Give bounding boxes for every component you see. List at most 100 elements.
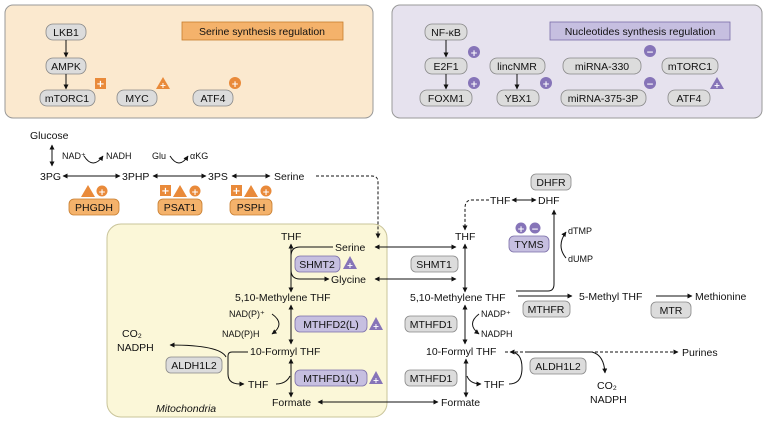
svg-text:+: + bbox=[373, 322, 380, 331]
marker-triangle-psph bbox=[244, 185, 258, 197]
svg-text:+: + bbox=[161, 186, 169, 197]
node-mtorc1-nucleotide: mTORC1 bbox=[668, 61, 712, 73]
enzyme-mtr: MTR bbox=[660, 305, 683, 317]
svg-text:+: + bbox=[714, 81, 721, 90]
svg-text:+: + bbox=[232, 186, 240, 197]
marker-triangle-shmt2 bbox=[343, 256, 357, 269]
metabolite-thf-mito-top: THF bbox=[281, 231, 301, 243]
marker-circle-phgdh bbox=[96, 185, 108, 197]
node-mirna-330: miRNA-330 bbox=[575, 61, 629, 73]
enzyme-tyms: TYMS bbox=[514, 239, 543, 251]
svg-text:+: + bbox=[470, 49, 478, 59]
metabolite-glycine: Glycine bbox=[331, 274, 366, 286]
node-lkb1: LKB1 bbox=[53, 27, 79, 39]
nucleotide-panel-title: Nucleotides synthesis regulation bbox=[565, 26, 716, 38]
metabolite-formyl-thf-mito: 10-Formyl THF bbox=[250, 346, 320, 358]
enzyme-aldh1l2-cyto: ALDH1L2 bbox=[535, 361, 581, 373]
marker-circle-tyms-minus bbox=[529, 222, 541, 234]
node-foxm1: FOXM1 bbox=[428, 93, 464, 105]
marker-circle-e2f1 bbox=[468, 77, 480, 89]
cofactor-nadp-h: NAD(P)H bbox=[222, 329, 260, 339]
metabolite-thf-cyto-top: THF bbox=[455, 231, 475, 243]
cofactor-nadp-plus: NADP⁺ bbox=[481, 309, 511, 319]
metabolite-dtmp: dTMP bbox=[568, 226, 592, 236]
svg-text:−: − bbox=[646, 48, 654, 58]
svg-text:+: + bbox=[262, 188, 270, 198]
marker-triangle-mtorc1-atf4 bbox=[710, 77, 724, 89]
metabolite-purines: Purines bbox=[682, 347, 718, 359]
metabolite-5-methyl-thf: 5-Methyl THF bbox=[579, 291, 642, 303]
marker-triangle-mthfd2l bbox=[369, 317, 383, 330]
metabolite-thf-cyto-bottom: THF bbox=[484, 379, 504, 391]
metabolite-methylene-thf-cyto: 5,10-Methylene THF bbox=[410, 292, 506, 304]
serine-panel-title-box bbox=[181, 21, 344, 41]
node-myc: MYC bbox=[125, 93, 149, 105]
enzyme-aldh1l2-mito: ALDH1L2 bbox=[171, 360, 217, 372]
serine-panel-title: Serine synthesis regulation bbox=[199, 26, 325, 38]
marker-circle-mirna-375 bbox=[644, 77, 656, 89]
metabolite-dump: dUMP bbox=[568, 254, 593, 264]
metabolite-glucose: Glucose bbox=[30, 130, 69, 142]
svg-text:+: + bbox=[96, 79, 104, 90]
node-atf4-serine: ATF4 bbox=[201, 93, 226, 105]
marker-square-psat1 bbox=[160, 185, 171, 196]
node-e2f1: E2F1 bbox=[433, 61, 458, 73]
node-lincnmr: lincNMR bbox=[497, 61, 537, 73]
node-mtorc1-serine: mTORC1 bbox=[45, 93, 89, 105]
marker-triangle-mthfd1l bbox=[369, 371, 383, 384]
enzyme-phgdh: PHGDH bbox=[75, 202, 113, 214]
metabolite-co2-cyto: CO₂ bbox=[597, 380, 617, 392]
marker-square-psph bbox=[231, 185, 242, 196]
metabolite-3php: 3PHP bbox=[122, 171, 149, 183]
marker-triangle-phgdh bbox=[81, 185, 95, 197]
marker-circle-atf4 bbox=[229, 77, 241, 89]
enzyme-mthfr: MTHFR bbox=[528, 304, 565, 316]
enzyme-mthfd1-top: MTHFD1 bbox=[410, 319, 453, 331]
metabolite-3pg: 3PG bbox=[40, 171, 61, 183]
marker-circle-tyms-plus bbox=[515, 222, 527, 234]
node-atf4-nucleotide: ATF4 bbox=[677, 93, 702, 105]
enzyme-dhfr: DHFR bbox=[536, 177, 566, 189]
enzyme-mthfd1-bottom: MTHFD1 bbox=[410, 373, 453, 385]
enzyme-shmt2: SHMT2 bbox=[299, 259, 335, 271]
node-nfkb: NF-κB bbox=[431, 27, 461, 39]
svg-text:+: + bbox=[98, 188, 106, 198]
marker-triangle-myc bbox=[156, 77, 170, 89]
svg-text:+: + bbox=[470, 80, 478, 90]
metabolite-methylene-thf-mito: 5,10-Methylene THF bbox=[235, 292, 331, 304]
cofactor-nad-plus: NAD⁺ bbox=[62, 151, 86, 161]
cofactor-nadph-cyto: NADPH bbox=[481, 329, 513, 339]
cofactor-nadh: NADH bbox=[106, 151, 132, 161]
marker-circle-mirna-330 bbox=[644, 45, 656, 57]
svg-text:+: + bbox=[191, 188, 199, 198]
metabolite-formate-mito: Formate bbox=[272, 397, 311, 409]
svg-text:+: + bbox=[160, 81, 167, 90]
marker-circle-nfkb bbox=[468, 46, 480, 58]
marker-triangle-psat1 bbox=[173, 185, 187, 197]
metabolite-thf-cyto-dhf: THF bbox=[490, 195, 510, 207]
node-ampk: AMPK bbox=[51, 61, 81, 73]
metabolite-formate-cyto: Formate bbox=[441, 397, 480, 409]
marker-circle-lincnmr bbox=[540, 77, 552, 89]
cofactor-nadp-h-plus: NAD(P)⁺ bbox=[229, 309, 265, 319]
metabolite-formyl-thf-cyto: 10-Formyl THF bbox=[426, 346, 496, 358]
metabolite-nadph-cyto-out: NADPH bbox=[590, 394, 627, 406]
svg-text:−: − bbox=[646, 80, 654, 90]
metabolite-serine-center: Serine bbox=[335, 242, 366, 254]
cofactor-akg: αKG bbox=[190, 151, 208, 161]
svg-text:+: + bbox=[542, 80, 550, 90]
metabolite-dhf: DHF bbox=[538, 195, 560, 207]
metabolite-methionine: Methionine bbox=[695, 291, 747, 303]
enzyme-mthfd2l: MTHFD2(L) bbox=[303, 319, 358, 331]
svg-text:+: + bbox=[231, 80, 239, 90]
compartment-label-mitochondria: Mitochondria bbox=[156, 403, 216, 415]
node-ybx1: YBX1 bbox=[505, 93, 532, 105]
cofactor-glu: Glu bbox=[152, 151, 166, 161]
svg-text:+: + bbox=[517, 225, 525, 235]
enzyme-psat1: PSAT1 bbox=[164, 202, 197, 214]
metabolite-3ps: 3PS bbox=[208, 171, 228, 183]
marker-circle-psph bbox=[260, 185, 272, 197]
svg-text:−: − bbox=[531, 225, 539, 235]
metabolite-thf-mito-bottom: THF bbox=[248, 379, 268, 391]
